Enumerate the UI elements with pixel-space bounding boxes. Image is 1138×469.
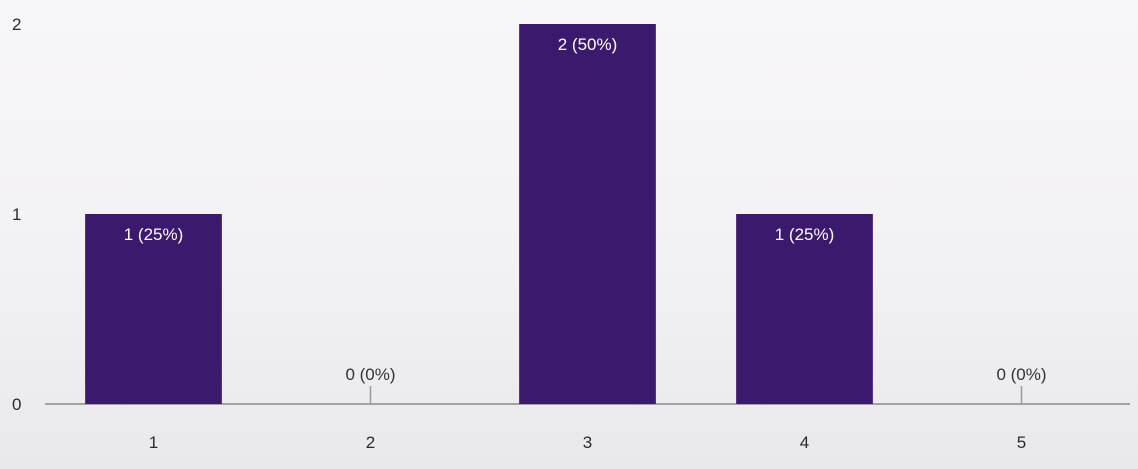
bar-data-label: 2 (50%): [558, 35, 618, 54]
bar-data-label: 0 (0%): [996, 365, 1046, 384]
x-tick-label: 4: [800, 433, 809, 452]
x-tick-label: 3: [583, 433, 592, 452]
x-tick-label: 5: [1017, 433, 1026, 452]
bar-data-label: 1 (25%): [775, 225, 835, 244]
bar: [519, 24, 656, 404]
bar-data-label: 1 (25%): [124, 225, 184, 244]
y-tick-label: 2: [12, 15, 21, 34]
y-tick-label: 0: [12, 395, 21, 414]
y-tick-label: 1: [12, 205, 21, 224]
x-tick-label: 2: [366, 433, 375, 452]
bar: [85, 214, 222, 404]
bar-data-label: 0 (0%): [345, 365, 395, 384]
bar: [736, 214, 873, 404]
x-tick-label: 1: [149, 433, 158, 452]
